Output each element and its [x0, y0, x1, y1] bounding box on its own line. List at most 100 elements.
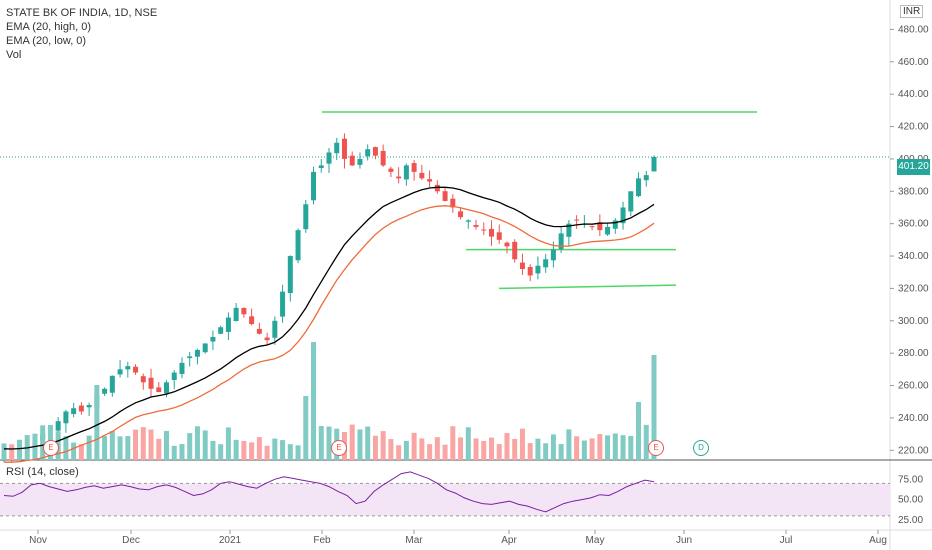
- y-tick-label: 480.00: [898, 24, 929, 35]
- volume-bar: [225, 427, 231, 460]
- candle-body: [218, 327, 224, 334]
- ema-low-label[interactable]: EMA (20, low, 0): [6, 35, 87, 47]
- volume-bar: [303, 396, 309, 460]
- volume-bar: [349, 424, 355, 460]
- volume-bar: [535, 438, 541, 460]
- x-tick-label: 2021: [219, 535, 242, 546]
- candle-body: [164, 382, 169, 394]
- x-tick-label: Mar: [405, 535, 423, 546]
- volume-bar: [612, 433, 618, 460]
- x-tick-label: Jul: [780, 535, 793, 546]
- volume-bar: [357, 429, 363, 460]
- volume-bar: [287, 444, 293, 460]
- y-tick-label: 260.00: [898, 381, 929, 392]
- candle-body: [102, 388, 108, 394]
- candle-body: [442, 191, 448, 202]
- candle-body: [527, 266, 533, 276]
- earnings-marker[interactable]: E: [331, 440, 347, 456]
- candle-body: [179, 362, 185, 374]
- volume-bar: [512, 438, 518, 460]
- volume-bar: [117, 436, 123, 460]
- y-tick-label: 340.00: [898, 251, 929, 262]
- candle-body: [589, 226, 595, 228]
- volume-bar: [164, 430, 169, 460]
- volume-bar: [458, 437, 464, 460]
- volume-bar: [109, 431, 115, 460]
- y-tick-label: 440.00: [898, 89, 929, 100]
- candle-body: [326, 152, 332, 164]
- volume-bar: [473, 438, 479, 460]
- rsi-legend[interactable]: RSI (14, close): [6, 466, 79, 478]
- volume-bar: [171, 445, 177, 460]
- symbol-title[interactable]: STATE BK OF INDIA, 1D, NSE: [6, 7, 158, 19]
- volume-bar: [519, 428, 525, 460]
- candle-body: [504, 242, 510, 247]
- candle-body: [388, 168, 394, 172]
- chart-legend: STATE BK OF INDIA, 1D, NSE EMA (20, high…: [6, 6, 157, 62]
- volume-bar: [218, 444, 224, 460]
- candle-body: [256, 328, 262, 334]
- volume-bar: [365, 426, 371, 460]
- currency-label[interactable]: INR: [900, 5, 924, 18]
- volume-bar: [179, 444, 185, 460]
- volume-bar: [496, 444, 502, 460]
- volume-bar: [419, 438, 425, 460]
- candle-body: [117, 369, 123, 375]
- y-tick-label: 220.00: [898, 445, 929, 456]
- volume-bar: [628, 435, 634, 460]
- candle-body: [125, 366, 131, 370]
- volume-bar: [465, 427, 471, 460]
- candle-body: [411, 163, 417, 172]
- volume-bar: [489, 437, 494, 460]
- candle-body: [597, 222, 603, 231]
- candle-body: [280, 291, 286, 317]
- candle-body: [334, 142, 340, 154]
- x-tick-label: May: [586, 535, 605, 546]
- y-tick-label: 240.00: [898, 413, 929, 424]
- candle-body: [287, 256, 293, 294]
- volume-label[interactable]: Vol: [6, 49, 22, 61]
- candle-body: [372, 147, 378, 156]
- volume-bar: [156, 438, 162, 460]
- candle-body: [465, 220, 471, 222]
- volume-bar: [210, 440, 216, 460]
- candle-body: [63, 411, 69, 424]
- volume-bar: [403, 440, 409, 460]
- candle-body: [187, 356, 193, 359]
- candle-body: [241, 307, 247, 315]
- y-tick-label: 460.00: [898, 57, 929, 68]
- candle-body: [489, 228, 494, 237]
- ema-high-label[interactable]: EMA (20, high, 0): [6, 21, 91, 33]
- ema-low-line: [4, 205, 655, 463]
- candle-body: [473, 225, 479, 227]
- candle-body: [264, 337, 270, 341]
- candle-body: [295, 230, 301, 261]
- earnings-marker[interactable]: E: [43, 440, 59, 456]
- earnings-marker[interactable]: E: [648, 440, 664, 456]
- candle-body: [574, 219, 580, 221]
- volume-bar: [148, 429, 154, 460]
- volume-bar: [9, 444, 15, 460]
- candle-body: [612, 220, 618, 229]
- candle-body: [380, 150, 386, 166]
- dividend-marker[interactable]: D: [693, 440, 709, 456]
- rsi-tick-label: 50.00: [898, 495, 923, 506]
- candle-body: [272, 320, 278, 338]
- rsi-line: [3, 471, 655, 513]
- x-tick-label: Aug: [869, 535, 887, 546]
- candle-body: [605, 226, 611, 235]
- x-tick-label: Nov: [29, 535, 47, 546]
- candle-body: [628, 191, 634, 212]
- candle-body: [365, 149, 371, 157]
- volume-bar: [566, 429, 572, 460]
- volume-bar: [589, 438, 595, 460]
- candle-body: [519, 262, 525, 269]
- y-tick-label: 360.00: [898, 219, 929, 230]
- candle-body: [496, 232, 502, 240]
- volume-bar: [16, 439, 22, 460]
- candle-body: [512, 241, 518, 260]
- x-tick-label: Dec: [122, 535, 140, 546]
- volume-bar: [78, 444, 84, 460]
- volume-bar: [643, 424, 649, 460]
